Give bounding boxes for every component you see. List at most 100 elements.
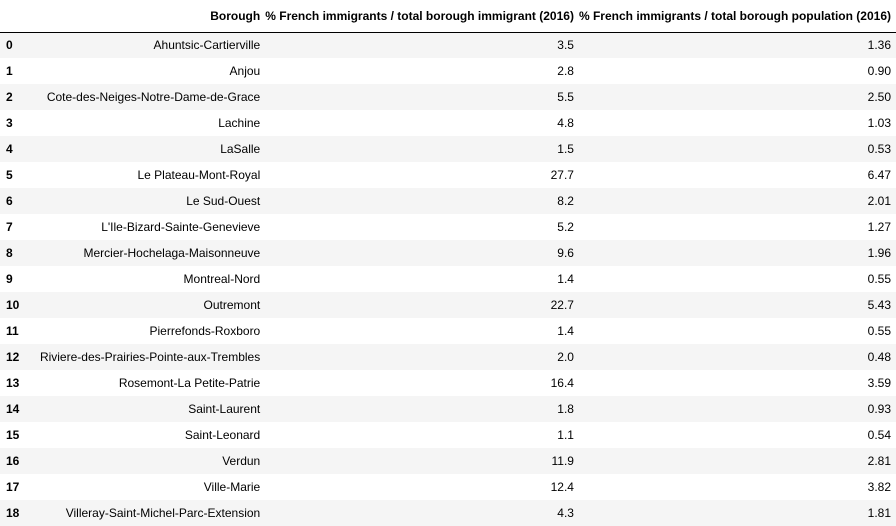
pct-immigrant-cell: 1.8 xyxy=(557,402,574,416)
pct-population-cell: 1.96 xyxy=(867,246,891,260)
table-row: 1 Anjou 2.8 0.90 xyxy=(0,58,896,84)
table-row: 14 Saint-Laurent 1.8 0.93 xyxy=(0,396,896,422)
row-index: 0 xyxy=(6,38,13,53)
pct-population-cell: 0.48 xyxy=(867,350,891,364)
row-index: 1 xyxy=(6,64,13,78)
pct-population-cell: 0.55 xyxy=(867,324,891,338)
pct-population-cell: 6.47 xyxy=(867,168,891,182)
borough-cell: Rosemont-La Petite-Patrie xyxy=(118,376,261,390)
pct-population-cell: 0.53 xyxy=(867,142,891,156)
pct-immigrant-cell: 4.8 xyxy=(557,116,574,130)
pct-population-cell: 1.27 xyxy=(867,220,891,234)
borough-cell: Riviere-des-Prairies-Pointe-aux-Trembles xyxy=(39,350,261,364)
borough-cell: LaSalle xyxy=(220,142,261,156)
table-row: 11 Pierrefonds-Roxboro 1.4 0.55 xyxy=(0,318,896,344)
row-index: 11 xyxy=(6,324,19,338)
pct-population-cell: 3.59 xyxy=(867,376,891,390)
pct-immigrant-cell: 11.9 xyxy=(551,454,574,468)
borough-cell: Le Plateau-Mont-Royal xyxy=(137,168,261,182)
pct-population-cell: 0.54 xyxy=(867,428,891,442)
table-row: 16 Verdun 11.9 2.81 xyxy=(0,448,896,474)
row-index: 16 xyxy=(6,454,20,468)
borough-cell: Lachine xyxy=(218,116,261,130)
table-row: 13 Rosemont-La Petite-Patrie 16.4 3.59 xyxy=(0,370,896,396)
borough-cell: Verdun xyxy=(222,454,261,468)
header-row: Borough % French immigrants / total boro… xyxy=(0,0,896,33)
row-index: 4 xyxy=(6,142,13,156)
pct-immigrant-cell: 9.6 xyxy=(557,246,574,260)
table-header: Borough % French immigrants / total boro… xyxy=(0,0,896,33)
table-row: 0 Ahuntsic-Cartierville 3.5 1.36 xyxy=(0,32,896,58)
pct-immigrant-cell: 2.0 xyxy=(557,350,574,364)
row-index: 3 xyxy=(6,116,13,130)
pct-immigrant-cell: 5.5 xyxy=(557,90,574,104)
column-header-pct-population: % French immigrants / total borough popu… xyxy=(578,0,896,33)
pct-population-cell: 0.55 xyxy=(867,272,891,286)
table-row: 6 Le Sud-Ouest 8.2 2.01 xyxy=(0,188,896,214)
row-index: 12 xyxy=(6,350,20,364)
pct-immigrant-cell: 27.7 xyxy=(550,168,574,182)
pct-population-cell: 2.81 xyxy=(867,454,891,468)
borough-cell: Ahuntsic-Cartierville xyxy=(153,38,261,53)
pct-immigrant-cell: 8.2 xyxy=(557,194,574,208)
pct-immigrant-cell: 22.7 xyxy=(550,298,574,312)
borough-cell: Montreal-Nord xyxy=(183,272,261,286)
pct-population-cell: 3.82 xyxy=(867,480,891,494)
row-index: 5 xyxy=(6,168,13,182)
index-header xyxy=(0,0,36,33)
borough-cell: Anjou xyxy=(229,64,261,78)
row-index: 8 xyxy=(6,246,13,260)
pct-population-cell: 2.01 xyxy=(867,194,891,208)
pct-population-cell: 1.81 xyxy=(867,506,891,520)
borough-cell: Outremont xyxy=(203,298,261,312)
row-index: 18 xyxy=(6,506,20,520)
pct-immigrant-cell: 16.4 xyxy=(550,376,574,390)
pct-immigrant-cell: 3.5 xyxy=(557,38,574,53)
column-header-pct-immigrant: % French immigrants / total borough immi… xyxy=(265,0,579,33)
table-row: 3 Lachine 4.8 1.03 xyxy=(0,110,896,136)
row-index: 17 xyxy=(6,480,20,494)
table-row: 8 Mercier-Hochelaga-Maisonneuve 9.6 1.96 xyxy=(0,240,896,266)
row-index: 10 xyxy=(6,298,20,312)
borough-cell: Mercier-Hochelaga-Maisonneuve xyxy=(83,246,261,260)
pct-immigrant-cell: 1.4 xyxy=(557,272,574,286)
table-row: 15 Saint-Leonard 1.1 0.54 xyxy=(0,422,896,448)
borough-cell: Saint-Laurent xyxy=(188,402,261,416)
table-body: 0 Ahuntsic-Cartierville 3.5 1.36 1 Anjou 2.8 0.… xyxy=(0,32,896,526)
pct-immigrant-cell: 5.2 xyxy=(557,220,574,234)
borough-cell: Le Sud-Ouest xyxy=(186,194,261,208)
row-index: 14 xyxy=(6,402,20,416)
borough-cell: Pierrefonds-Roxboro xyxy=(149,324,261,338)
table-row: 2 Cote-des-Neiges-Notre-Dame-de-Grace 5.5 2… xyxy=(0,84,896,110)
pct-population-cell: 2.50 xyxy=(867,90,891,104)
pct-immigrant-cell: 1.5 xyxy=(557,142,574,156)
borough-cell: Villeray-Saint-Michel-Parc-Extension xyxy=(65,506,261,520)
row-index: 13 xyxy=(6,376,20,390)
pct-immigrant-cell: 1.1 xyxy=(557,428,574,442)
pct-immigrant-cell: 4.3 xyxy=(557,506,574,520)
pct-population-cell: 1.36 xyxy=(867,38,891,53)
row-index: 6 xyxy=(6,194,13,208)
table-row: 4 LaSalle 1.5 0.53 xyxy=(0,136,896,162)
pct-population-cell: 1.03 xyxy=(867,116,891,130)
row-index: 7 xyxy=(6,220,13,234)
table-row: 18 Villeray-Saint-Michel-Parc-Extension 4.… xyxy=(0,500,896,526)
borough-cell: Cote-des-Neiges-Notre-Dame-de-Grace xyxy=(46,90,261,104)
row-index: 2 xyxy=(6,90,13,104)
pct-immigrant-cell: 12.4 xyxy=(550,480,574,494)
table-row: 17 Ville-Marie 12.4 3.82 xyxy=(0,474,896,500)
table-row: 10 Outremont 22.7 5.43 xyxy=(0,292,896,318)
table-row: 7 L'Ile-Bizard-Sainte-Genevieve 5.2 1.27 xyxy=(0,214,896,240)
pct-immigrant-cell: 1.4 xyxy=(557,324,574,338)
row-index: 15 xyxy=(6,428,20,442)
pct-population-cell: 0.90 xyxy=(867,64,891,78)
column-header-borough: Borough xyxy=(35,0,266,33)
pct-population-cell: 5.43 xyxy=(867,298,891,312)
table-row: 9 Montreal-Nord 1.4 0.55 xyxy=(0,266,896,292)
row-index: 9 xyxy=(6,272,13,286)
table-row: 5 Le Plateau-Mont-Royal 27.7 6.47 xyxy=(0,162,896,188)
table-row: 12 Riviere-des-Prairies-Pointe-aux-Trembl… xyxy=(0,344,896,370)
pct-immigrant-cell: 2.8 xyxy=(557,64,574,78)
borough-cell: Ville-Marie xyxy=(203,480,261,494)
